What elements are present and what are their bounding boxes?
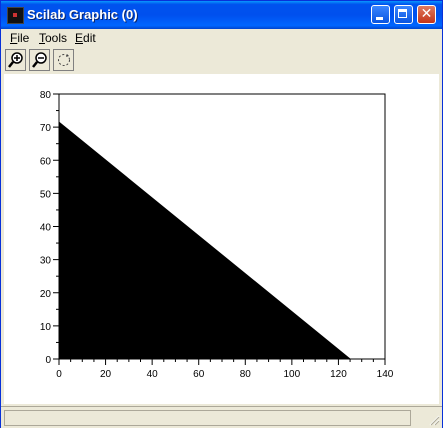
status-pane: [4, 410, 411, 426]
menu-edit[interactable]: Edit: [75, 31, 96, 45]
x-tick-label: 100: [284, 369, 301, 380]
x-tick-label: 0: [56, 369, 62, 380]
menu-tools[interactable]: Tools: [39, 31, 68, 45]
y-tick-label: 30: [40, 256, 52, 267]
graphic-canvas[interactable]: 0 20 40 60 80 100 120 140 0 10 20 30 40 50 60 70 80: [4, 74, 439, 404]
status-bar: [1, 406, 442, 428]
close-icon: ✕: [420, 6, 433, 22]
x-tick-label: 120: [330, 369, 347, 380]
zoom-out-button[interactable]: [29, 49, 50, 71]
rotate-button[interactable]: [53, 49, 74, 71]
y-tick-label: 40: [40, 223, 52, 234]
rotate-icon: [58, 54, 70, 66]
y-tick-label: 50: [40, 189, 52, 200]
y-tick-label: 70: [40, 123, 52, 134]
plot-area: 0 20 40 60 80 100 120 140 0 10 20 30 40 50 60 70 80: [40, 90, 394, 380]
minimize-icon: [376, 17, 383, 20]
y-tick-label: 10: [40, 322, 52, 333]
zoom-in-button[interactable]: [5, 49, 26, 71]
maximize-button[interactable]: [394, 5, 413, 24]
maximize-icon: [398, 9, 407, 18]
title-bar[interactable]: Scilab Graphic (0) ✕: [1, 1, 442, 29]
x-tick-label: 140: [377, 369, 394, 380]
area-series-0: [58, 121, 352, 360]
x-tick-label: 20: [100, 369, 112, 380]
y-tick-label: 20: [40, 289, 52, 300]
scilab-app-icon[interactable]: [7, 7, 24, 24]
zoom-in-icon: [8, 52, 23, 68]
toolbar: [1, 47, 442, 73]
y-tick-label: 0: [45, 355, 51, 366]
window-title: Scilab Graphic (0): [27, 7, 138, 22]
close-button[interactable]: ✕: [417, 5, 436, 24]
resize-grip-icon[interactable]: [428, 414, 440, 426]
zoom-out-icon: [32, 52, 47, 68]
x-tick-label: 40: [147, 369, 159, 380]
menu-bar: File Tools Edit: [1, 29, 442, 47]
x-tick-label: 60: [193, 369, 205, 380]
x-tick-label: 80: [240, 369, 252, 380]
menu-file[interactable]: File: [10, 31, 30, 45]
minimize-button[interactable]: [371, 5, 390, 24]
y-tick-label: 80: [40, 90, 52, 101]
y-tick-label: 60: [40, 156, 52, 167]
